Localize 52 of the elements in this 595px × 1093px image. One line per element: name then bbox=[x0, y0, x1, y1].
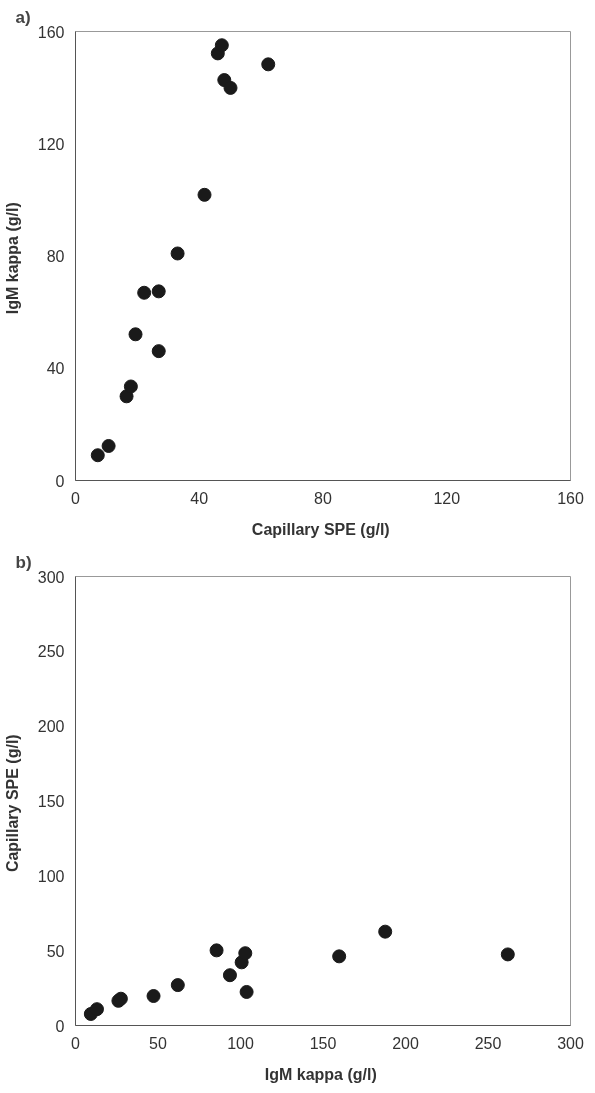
x-tick-label: 160 bbox=[557, 489, 584, 507]
x-tick-label: 250 bbox=[474, 1034, 502, 1052]
point bbox=[222, 968, 237, 983]
y-tick-label: 0 bbox=[55, 472, 65, 490]
point bbox=[500, 947, 515, 962]
x-tick-label: 50 bbox=[149, 1034, 167, 1052]
y-tick-label: 80 bbox=[46, 248, 65, 265]
point bbox=[170, 978, 185, 993]
point bbox=[261, 57, 276, 72]
point bbox=[332, 949, 347, 964]
x-axis-title: IgM kappa (g/l) bbox=[264, 1065, 377, 1083]
chart-title: b) bbox=[15, 552, 32, 572]
point bbox=[378, 924, 393, 939]
point bbox=[197, 187, 212, 202]
x-tick-label: 100 bbox=[227, 1034, 254, 1052]
y-tick-label: 0 bbox=[55, 1017, 65, 1035]
y-axis-title: IgM kappa (g/l) bbox=[3, 202, 21, 315]
point bbox=[209, 943, 224, 958]
x-tick-label: 150 bbox=[309, 1034, 337, 1052]
point bbox=[90, 448, 105, 463]
y-tick-label: 50 bbox=[46, 942, 65, 960]
y-tick-label: 200 bbox=[37, 718, 65, 736]
y-tick-label: 100 bbox=[37, 867, 65, 885]
y-axis-title: Capillary SPE (g/l) bbox=[3, 734, 21, 873]
point bbox=[101, 439, 116, 453]
x-tick-label: 40 bbox=[190, 489, 209, 507]
point bbox=[128, 327, 143, 342]
point bbox=[214, 38, 229, 53]
point bbox=[151, 344, 166, 359]
point bbox=[239, 984, 254, 999]
x-tick-label: 200 bbox=[392, 1034, 419, 1052]
y-tick-label: 300 bbox=[37, 568, 65, 586]
chart-title: a) bbox=[15, 7, 31, 27]
point bbox=[151, 284, 166, 299]
y-tick-label: 250 bbox=[37, 643, 65, 661]
point bbox=[137, 285, 152, 300]
point bbox=[123, 379, 138, 394]
point bbox=[89, 1002, 104, 1017]
point bbox=[170, 246, 185, 261]
point bbox=[238, 946, 253, 961]
point bbox=[146, 989, 161, 1003]
y-tick-label: 150 bbox=[37, 793, 65, 810]
x-tick-label: 0 bbox=[71, 1034, 81, 1052]
x-tick-label: 120 bbox=[433, 489, 461, 507]
x-tick-label: 0 bbox=[71, 489, 81, 507]
x-tick-label: 300 bbox=[557, 1034, 584, 1052]
y-tick-label: 40 bbox=[46, 360, 65, 378]
y-tick-label: 120 bbox=[37, 135, 65, 153]
point bbox=[223, 80, 238, 95]
y-tick-label: 160 bbox=[37, 23, 65, 41]
x-tick-label: 80 bbox=[314, 489, 332, 507]
x-axis-title: Capillary SPE (g/l) bbox=[251, 520, 390, 538]
